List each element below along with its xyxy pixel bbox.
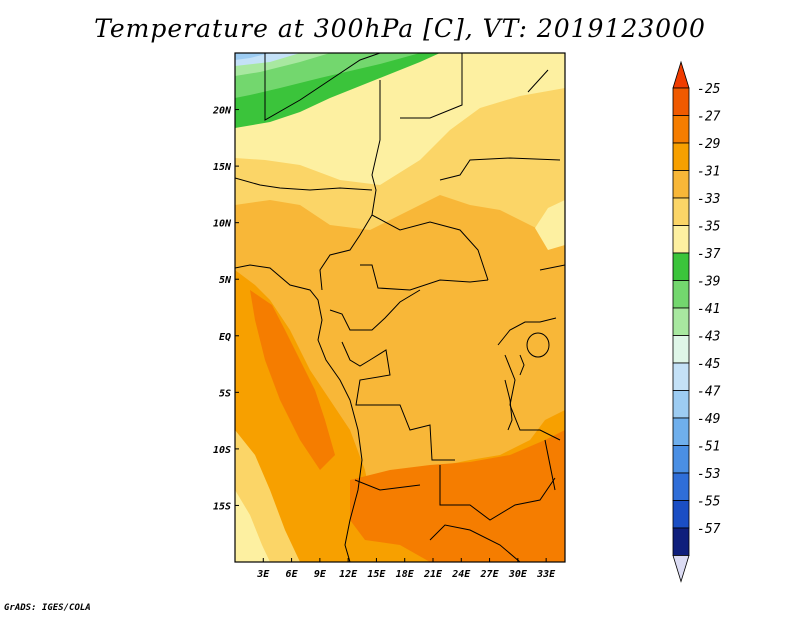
- colorbar-label: -47: [697, 385, 721, 400]
- y-axis: 20N 15N 10N 5N EQ 5S 10S 15S: [212, 106, 239, 512]
- colorbar-label: -33: [697, 192, 720, 207]
- colorbar-label: -37: [697, 247, 721, 262]
- x-tick-label: 30E: [508, 569, 528, 580]
- y-tick-label: 20N: [212, 106, 232, 117]
- y-tick-label: 10S: [213, 445, 231, 456]
- colorbar-label: -41: [697, 302, 720, 317]
- colorbar-bottom-arrow: [672, 555, 690, 583]
- colorbar-swatch: [672, 142, 690, 171]
- colorbar-label: -39: [697, 275, 720, 290]
- colorbar-swatch: [672, 225, 690, 254]
- x-tick-label: 12E: [339, 569, 358, 580]
- colorbar-label: -27: [697, 110, 721, 125]
- x-tick-label: 33E: [536, 569, 556, 580]
- x-tick-label: 24E: [451, 569, 471, 580]
- colorbar-swatch: [672, 527, 690, 556]
- grads-credit: GrADS: IGES/COLA: [4, 603, 91, 613]
- colorbar-swatch: [672, 280, 690, 309]
- x-tick-label: 27E: [480, 569, 500, 580]
- colorbar-label: -45: [697, 357, 721, 372]
- colorbar-swatch: [672, 252, 690, 281]
- colorbar: -25 -27 -29 -31 -33 -35 -37 -39 -41 -43 -45 -47 -49 -…: [672, 60, 721, 583]
- colorbar-swatch: [672, 170, 690, 199]
- x-tick-label: 6E: [286, 569, 299, 580]
- colorbar-label: -31: [697, 165, 720, 180]
- y-tick-label: 15S: [213, 501, 231, 512]
- y-tick-label: 5N: [219, 275, 232, 286]
- country-borders: [235, 53, 565, 562]
- colorbar-label: -25: [697, 82, 721, 97]
- y-tick-label: 5S: [219, 388, 231, 399]
- map-frame: [234, 52, 566, 563]
- colorbar-label: -55: [697, 495, 721, 510]
- colorbar-swatch: [672, 87, 690, 116]
- y-tick-label: EQ: [219, 332, 231, 343]
- colorbar-label: -35: [697, 220, 721, 235]
- colorbar-swatch: [672, 115, 690, 144]
- colorbar-label: -43: [697, 330, 720, 345]
- colorbar-swatch: [672, 472, 690, 501]
- y-tick-label: 15N: [213, 162, 232, 173]
- x-tick-label: 21E: [423, 569, 443, 580]
- colorbar-label: -49: [697, 412, 720, 427]
- colorbar-swatch: [672, 417, 690, 446]
- colorbar-swatch: [672, 197, 690, 226]
- x-tick-label: 3E: [256, 569, 270, 580]
- colorbar-label: -51: [697, 440, 720, 455]
- colorbar-label: -53: [697, 467, 720, 482]
- temperature-field: [235, 53, 565, 562]
- x-tick-label: 9E: [314, 569, 327, 580]
- x-tick-label: 18E: [396, 569, 415, 580]
- y-tick-label: 10N: [213, 219, 232, 230]
- colorbar-swatch: [672, 445, 690, 474]
- x-axis: 3E 6E 9E 12E 15E 18E 21E 24E 27E 30E 33E: [256, 558, 556, 580]
- chart-title: Temperature at 300hPa [C], VT: 201912300…: [94, 14, 706, 43]
- lake-outlines: [504, 332, 556, 491]
- colorbar-swatch: [672, 307, 690, 336]
- colorbar-swatch: [672, 335, 690, 364]
- colorbar-top-arrow: [672, 60, 690, 89]
- colorbar-swatch: [672, 500, 690, 529]
- x-tick-label: 15E: [367, 569, 386, 580]
- colorbar-label: -29: [697, 137, 720, 152]
- colorbar-swatch: [672, 390, 690, 419]
- colorbar-swatch: [672, 362, 690, 391]
- colorbar-label: -57: [697, 522, 721, 537]
